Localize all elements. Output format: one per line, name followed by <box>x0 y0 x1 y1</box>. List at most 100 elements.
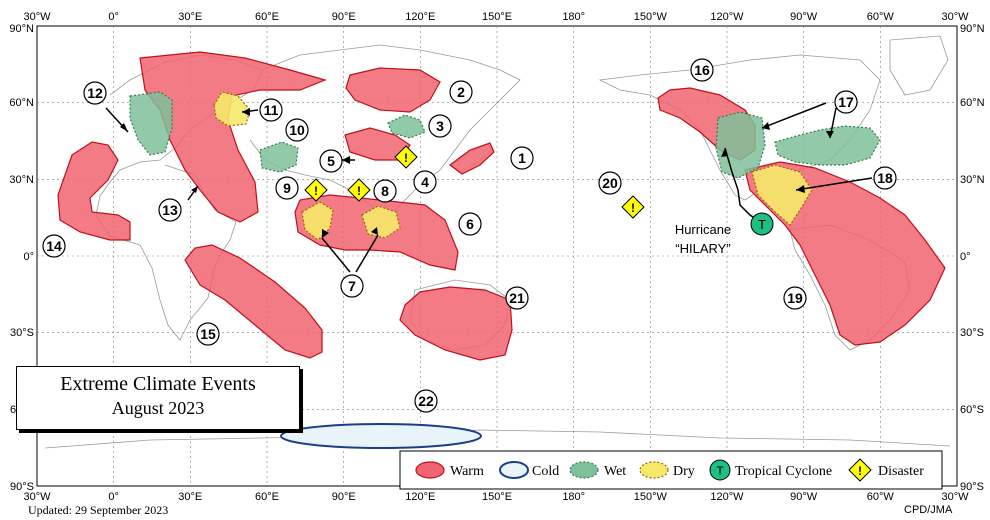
top-lon-label: 60°E <box>255 11 279 23</box>
left-lat-label: 90°N <box>9 23 34 35</box>
disaster-icon-mark: ! <box>404 151 408 165</box>
event-number-13: 13 <box>162 202 178 218</box>
event-number-4: 4 <box>421 174 429 190</box>
top-lon-label: 120°E <box>405 11 435 23</box>
bottom-lon-label: 30°W <box>941 491 969 503</box>
warm-region-australia <box>399 286 513 361</box>
event-number-6: 6 <box>466 216 474 232</box>
top-lon-label: 150°E <box>482 11 512 23</box>
bottom-lon-label: 180° <box>562 491 585 503</box>
top-lon-label: 0° <box>108 11 119 23</box>
right-lat-label: 90°S <box>960 481 984 493</box>
event-number-1: 1 <box>518 150 526 166</box>
disaster-icon-mark: ! <box>314 184 318 198</box>
wet-region-central-asia <box>259 141 299 173</box>
event-number-16: 16 <box>694 62 710 78</box>
right-lat-label: 30°N <box>960 174 985 186</box>
right-lat-label: 60°S <box>960 404 984 416</box>
bottom-lon-label: 90°E <box>332 491 356 503</box>
dry-regions <box>213 91 813 241</box>
disaster-icon: ! <box>394 145 418 169</box>
disaster-icon: ! <box>347 178 371 202</box>
disaster-icon-mark: ! <box>357 184 361 198</box>
legend-tropical-cyclone-icon <box>709 459 731 481</box>
pointer-arrows <box>105 102 873 273</box>
top-lon-label: 120°W <box>710 11 744 23</box>
bottom-lon-label: 60°E <box>255 491 279 503</box>
right-lat-label: 0° <box>960 251 971 263</box>
tropical-cyclone-icon <box>750 212 774 236</box>
map-title-box: Extreme Climate Events August 2023 <box>16 366 300 430</box>
right-lat-label: 60°N <box>960 97 985 109</box>
right-lat-label: 90°N <box>960 23 985 35</box>
credit-label: CPD/JMA <box>904 504 953 516</box>
event-number-5: 5 <box>327 153 335 169</box>
event-number-18: 18 <box>877 170 893 186</box>
legend-disaster-icon <box>848 458 872 482</box>
bottom-lon-label: 150°E <box>482 491 512 503</box>
event-number-10: 10 <box>289 122 305 138</box>
legend-tropical-cyclone-symbol: T <box>716 464 724 478</box>
event-number-22: 22 <box>418 393 434 409</box>
bottom-lon-label: 30°E <box>178 491 202 503</box>
top-lon-label: 180° <box>562 11 585 23</box>
left-lat-label: 90°S <box>10 481 34 493</box>
cold-region-antarctic <box>280 423 482 449</box>
legend-warm-swatch <box>415 461 445 479</box>
wet-region-east-asia <box>387 114 426 139</box>
dry-region-scandinavia <box>213 91 251 127</box>
cold-regions <box>280 423 482 449</box>
legend-dry-swatch <box>639 461 669 479</box>
legend-dry-label: Dry <box>673 464 695 479</box>
warm-region-japan <box>449 142 495 175</box>
top-lon-label: 90°W <box>790 11 818 23</box>
disaster-icon: ! <box>621 195 645 219</box>
dry-region-southeast-asia <box>361 205 401 239</box>
disaster-markers: ! ! ! ! <box>304 145 645 219</box>
bottom-longitude-labels: 30°W 0° 30°E 60°E 90°E 120°E 150°E 180° … <box>23 491 969 503</box>
legend-warm-label: Warm <box>450 464 484 479</box>
legend-cold-swatch <box>499 461 529 479</box>
dry-region-india <box>301 201 334 241</box>
tropical-cyclone-symbol: T <box>758 217 766 232</box>
top-lon-label: 30°W <box>941 11 969 23</box>
legend-wet-swatch <box>569 461 599 479</box>
bottom-lon-label: 0° <box>108 491 119 503</box>
event-number-7: 7 <box>348 278 356 294</box>
legend-disaster-symbol: ! <box>858 464 862 478</box>
top-lon-label: 60°W <box>867 11 895 23</box>
disaster-icon-mark: ! <box>631 201 635 215</box>
left-lat-label: 30°S <box>10 327 34 339</box>
dry-region-mexico <box>751 164 813 226</box>
event-number-8: 8 <box>381 183 389 199</box>
warm-region-europe <box>139 51 327 223</box>
legend-wet-label: Wet <box>604 464 626 479</box>
event-number-labels: 1 2 3 4 5 6 7 8 9 10 11 12 13 14 15 16 1… <box>46 62 893 409</box>
event-number-11: 11 <box>264 102 279 118</box>
bottom-lon-label: 120°E <box>405 491 435 503</box>
event-number-3: 3 <box>436 118 444 134</box>
top-lon-label: 30°E <box>178 11 202 23</box>
wet-region-north-europe <box>129 91 173 156</box>
updated-date: Updated: 29 September 2023 <box>28 503 169 517</box>
top-longitude-labels: 30°W 0° 30°E 60°E 90°E 120°E 150°E 180° … <box>23 11 969 23</box>
warm-region-east-africa <box>184 244 323 359</box>
event-number-21: 21 <box>509 290 525 306</box>
map-title: Extreme Climate Events <box>60 373 256 395</box>
legend-tropical-cyclone-label: Tropical Cyclone <box>735 464 832 479</box>
bottom-lon-label: 150°W <box>634 491 668 503</box>
event-number-2: 2 <box>457 84 465 100</box>
left-lat-label: 30°N <box>9 174 34 186</box>
warm-region-east-asia-north <box>345 67 441 113</box>
warm-region-nw-africa <box>57 141 131 241</box>
bottom-lon-label: 60°W <box>867 491 895 503</box>
hurricane-label-line1: Hurricane <box>675 222 731 237</box>
left-lat-label: 60°N <box>9 97 34 109</box>
event-number-markers <box>42 58 897 413</box>
event-number-12: 12 <box>87 85 103 101</box>
right-lat-label: 30°S <box>960 327 984 339</box>
legend-cold-label: Cold <box>532 464 559 479</box>
bottom-lon-label: 90°W <box>790 491 818 503</box>
event-number-17: 17 <box>838 94 854 110</box>
